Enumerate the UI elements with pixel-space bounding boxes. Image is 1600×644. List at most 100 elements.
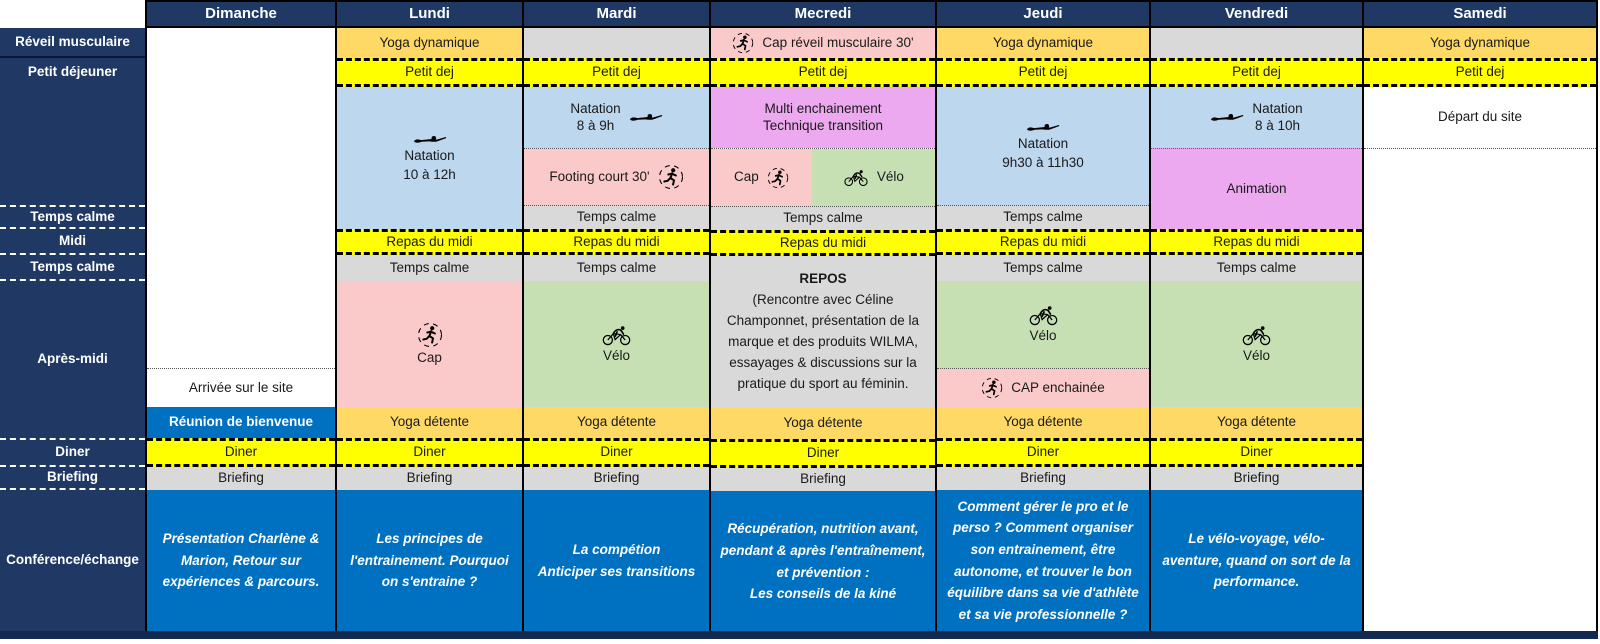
cell-vendredi-conference: Le vélo-voyage, vélo-aventure, quand on … [1151, 490, 1362, 631]
natation-label: Natation [570, 100, 621, 116]
cell-jeudi-briefing: Briefing [937, 467, 1149, 490]
cell-jeudi-temps-calme-1: Temps calme [937, 205, 1149, 229]
row-label-temps-calme-2: Temps calme [0, 255, 145, 281]
cell-vendredi-empty [1151, 28, 1362, 58]
swimming-icon [1026, 121, 1060, 134]
cell-mecredi-briefing: Briefing [711, 468, 935, 491]
cell-mecredi-reveil-cap: Cap réveil musculaire 30' [711, 28, 935, 58]
table-bottom-border [0, 631, 1598, 639]
column-mardi: Mardi Petit dej Natation 8 à 9h Footing … [522, 0, 709, 631]
cell-mecredi-conference: Récupération, nutrition avant, pendant &… [711, 491, 935, 632]
natation-text: Natation 8 à 9h [570, 101, 620, 135]
cell-mecredi-repos: REPOS (Rencontre avec Céline Champonnet,… [711, 256, 935, 408]
cell-mardi-petit-dej: Petit dej [524, 58, 709, 87]
column-mecredi: Mecredi Cap réveil musculaire 30' Petit … [709, 0, 935, 632]
cell-jeudi-petit-dej: Petit dej [937, 58, 1149, 87]
cell-vendredi-velo: Vélo [1151, 281, 1362, 407]
cell-mardi-repas: Repas du midi [524, 229, 709, 255]
cap-label: Cap [734, 169, 759, 185]
row-label-conference: Conférence/échange [0, 490, 145, 631]
cell-samedi-depart: Départ du site [1364, 87, 1596, 148]
velo-label: Vélo [876, 169, 904, 185]
cell-samedi-yoga-dynamique: Yoga dynamique [1364, 28, 1596, 58]
natation-label: Natation [1252, 100, 1303, 116]
cell-mardi-temps-calme-1: Temps calme [524, 205, 709, 229]
cap-label: Cap [417, 349, 442, 365]
cell-lundi-natation: Natation 10 à 12h [337, 87, 522, 229]
cycling-icon [1241, 324, 1272, 346]
cell-lundi-temps-calme: Temps calme [337, 255, 522, 281]
cell-mardi-empty [524, 28, 709, 58]
cycling-icon [601, 324, 632, 346]
cell-samedi-empty [1364, 148, 1596, 631]
row-label-midi: Midi [0, 229, 145, 255]
footing-label: Footing court 30' [549, 168, 650, 184]
cell-mardi-yoga-detente: Yoga détente [524, 407, 709, 438]
cell-dimanche-reunion: Réunion de bienvenue [147, 407, 335, 438]
cell-mecredi-multi: Multi enchainement Technique transition [711, 87, 935, 148]
day-header-mardi: Mardi [524, 0, 709, 28]
cell-lundi-briefing: Briefing [337, 467, 522, 490]
cell-jeudi-cap-enchainee: CAP enchainée [937, 368, 1149, 407]
cell-lundi-diner: Diner [337, 438, 522, 467]
day-header-samedi: Samedi [1364, 0, 1596, 28]
velo-label: Vélo [1242, 347, 1271, 363]
cell-mecredi-yoga-detente: Yoga détente [711, 408, 935, 439]
cell-mardi-footing: Footing court 30' [524, 148, 709, 205]
day-header-lundi: Lundi [337, 0, 522, 28]
day-header-jeudi: Jeudi [937, 0, 1149, 28]
row-label-petit-dejeuner: Petit déjeuner [0, 58, 145, 87]
cell-dimanche-diner: Diner [147, 438, 335, 467]
repos-description: (Rencontre avec Céline Champonnet, prése… [726, 292, 920, 391]
cell-mardi-temps-calme-2: Temps calme [524, 255, 709, 281]
running-icon [981, 377, 1003, 399]
swimming-icon [629, 111, 663, 124]
cell-mecredi-petit-dej: Petit dej [711, 58, 935, 87]
cell-dimanche-briefing: Briefing [147, 467, 335, 490]
velo-label: Vélo [602, 347, 631, 363]
natation-time: 8 à 9h [576, 117, 615, 133]
row-label-reveil: Réveil musculaire [0, 28, 145, 58]
running-icon [417, 322, 443, 348]
column-jeudi: Jeudi Yoga dynamique Petit dej Natation … [935, 0, 1149, 631]
natation-text: Natation 8 à 10h [1252, 101, 1302, 135]
cell-jeudi-natation: Natation 9h30 à 11h30 [937, 87, 1149, 205]
cell-vendredi-natation: Natation 8 à 10h [1151, 87, 1362, 148]
cell-vendredi-repas: Repas du midi [1151, 229, 1362, 255]
natation-time: 10 à 12h [403, 166, 456, 182]
natation-label: Natation [1017, 135, 1069, 151]
cell-mecredi-cap-velo: Cap Vélo [711, 148, 935, 206]
running-icon [732, 32, 754, 54]
cell-jeudi-yoga-dynamique: Yoga dynamique [937, 28, 1149, 58]
column-dimanche: Dimanche Arrivée sur le site Réunion de … [145, 0, 335, 631]
cell-lundi-cap: Cap [337, 281, 522, 407]
swimming-icon [1210, 111, 1244, 124]
row-label-diner: Diner [0, 438, 145, 467]
cell-jeudi-yoga-detente: Yoga détente [937, 407, 1149, 438]
cell-jeudi-velo: Vélo [937, 281, 1149, 368]
running-icon [767, 167, 789, 189]
swimming-icon [413, 133, 447, 146]
day-header-vendredi: Vendredi [1151, 0, 1362, 28]
cell-mecredi-cap: Cap [711, 149, 812, 206]
repos-title: REPOS [799, 271, 847, 287]
cell-mecredi-diner: Diner [711, 439, 935, 468]
cell-jeudi-temps-calme-2: Temps calme [937, 255, 1149, 281]
cell-lundi-petit-dej: Petit dej [337, 58, 522, 87]
cell-vendredi-yoga-detente: Yoga détente [1151, 407, 1362, 438]
cell-vendredi-petit-dej: Petit dej [1151, 58, 1362, 87]
day-header-dimanche: Dimanche [147, 0, 335, 28]
cap-enchainee-label: CAP enchainée [1011, 379, 1105, 395]
cell-mardi-velo: Vélo [524, 281, 709, 407]
corner-cell [0, 0, 145, 28]
column-vendredi: Vendredi Petit dej Natation 8 à 10h Anim… [1149, 0, 1362, 631]
cell-vendredi-animation: Animation [1151, 148, 1362, 229]
cell-vendredi-diner: Diner [1151, 438, 1362, 467]
cell-mardi-natation: Natation 8 à 9h [524, 87, 709, 148]
reveil-cap-label: Cap réveil musculaire 30' [762, 34, 914, 50]
cell-lundi-repas: Repas du midi [337, 229, 522, 255]
cell-mecredi-repas: Repas du midi [711, 230, 935, 256]
cycling-icon [1028, 304, 1059, 326]
row-label-temps-calme-1: Temps calme [0, 205, 145, 229]
